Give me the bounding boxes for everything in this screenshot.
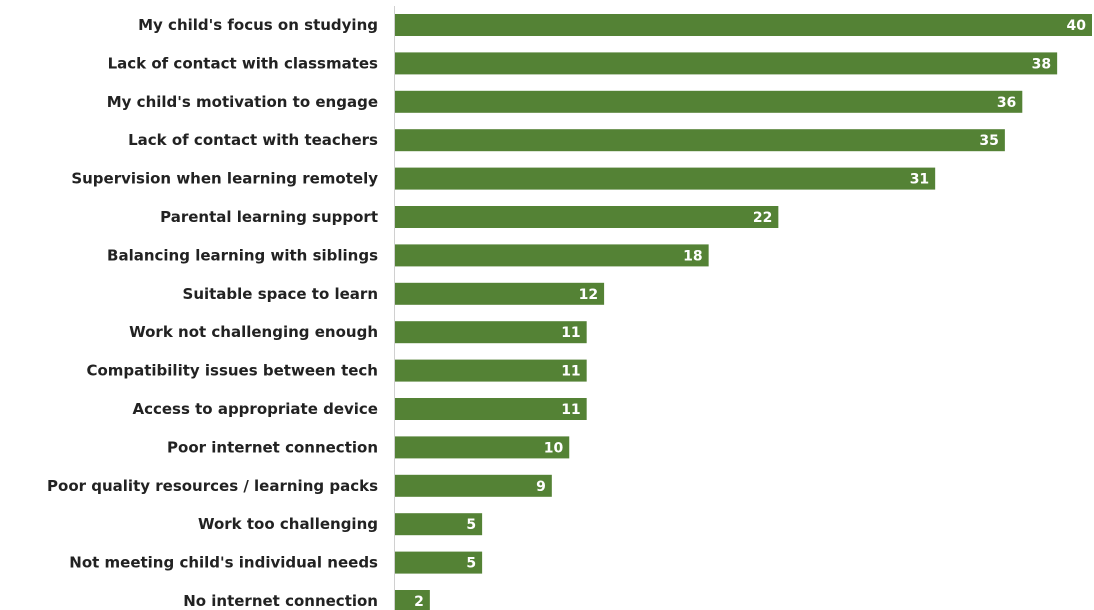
data-label: 2 [414,594,424,610]
bar [395,398,587,420]
bar [395,321,587,344]
data-label: 40 [1067,18,1087,34]
data-label: 10 [544,440,564,456]
category-label: Not meeting child's individual needs [69,554,378,572]
data-label: 11 [561,364,580,380]
bar [395,590,430,610]
category-label-group: My child's focus on studying Lack of cont… [47,16,378,610]
value-label-group: 40 38 36 35 31 22 18 12 11 11 11 10 9 5 5 2 [414,18,1086,610]
category-label: Suitable space to learn [183,285,378,303]
data-label: 11 [561,402,580,418]
bar [395,90,1023,113]
data-label: 12 [579,287,598,303]
bar [395,14,1092,36]
bar-group [395,14,1092,610]
category-label: My child's motivation to engage [107,93,378,111]
data-label: 36 [997,95,1016,111]
data-label: 5 [466,517,476,533]
category-label: Lack of contact with teachers [128,131,378,149]
data-label: 38 [1032,56,1051,72]
category-label: Poor internet connection [167,438,378,456]
bar [395,359,587,382]
data-label: 5 [466,556,476,572]
data-label: 31 [910,172,929,188]
category-label: Lack of contact with classmates [108,54,378,72]
category-label: Supervision when learning remotely [71,170,378,188]
category-label: No internet connection [183,592,378,610]
data-label: 11 [561,325,580,341]
bar [395,436,570,459]
data-label: 35 [979,133,998,149]
bar [395,167,936,190]
bar [395,282,605,305]
bar [395,129,1005,152]
category-label: My child's focus on studying [138,16,378,34]
bar [395,206,779,228]
category-label: Work not challenging enough [129,323,378,341]
bar [395,551,483,574]
category-label: Parental learning support [160,208,378,226]
bar [395,474,552,497]
category-label: Compatibility issues between tech [86,362,378,380]
data-label: 18 [683,248,702,264]
bar [395,513,483,536]
data-label: 9 [536,479,546,495]
category-label: Access to appropriate device [132,400,378,418]
category-label: Balancing learning with siblings [107,246,378,264]
data-label: 22 [753,210,772,226]
bar [395,244,709,267]
bar [395,52,1058,75]
category-label: Poor quality resources / learning packs [47,477,378,495]
category-label: Work too challenging [198,515,378,533]
